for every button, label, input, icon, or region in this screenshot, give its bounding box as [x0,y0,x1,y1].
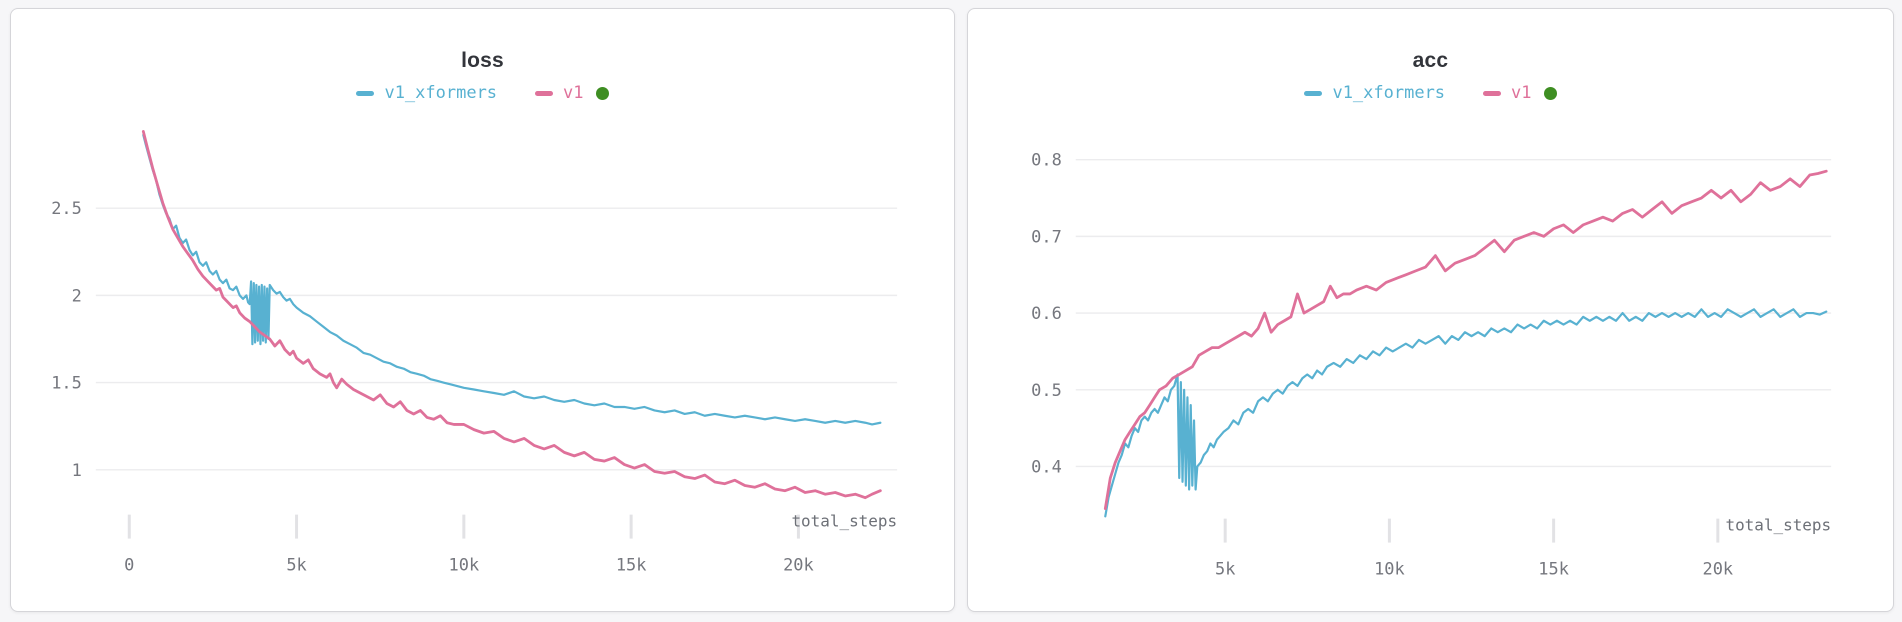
series-path-v1_xformers[interactable] [1104,308,1828,518]
y-tick-label: 1 [72,460,82,480]
chart-title-loss: loss [461,49,504,72]
series-color-dash-v1 [535,90,554,96]
y-tick-label: 0.8 [1031,150,1062,170]
series-color-dash-v1_xformers [1304,90,1323,96]
y-tick-label: 0.5 [1031,380,1062,400]
run-active-dot [1543,86,1557,100]
acc-chart-canvas[interactable]: 0.4 0.5 0.6 0.7 0.8 5k 10k 15k 20k total_steps [968,109,1893,589]
x-tick-label: 20k [1703,559,1734,579]
y-tick-label: 0.4 [1031,456,1062,476]
x-tick-label: 20k [783,555,814,575]
series-path-v1[interactable] [141,130,882,500]
legend-item-v1[interactable]: v1 [535,83,609,103]
chart-title-acc: acc [1412,49,1449,72]
legend-item-v1_xformers[interactable]: v1_xformers [356,83,497,103]
series-color-dash-v1 [1483,90,1502,96]
y-tick-label: 0.7 [1031,226,1062,246]
series-path-v1_xformers[interactable] [142,133,882,426]
x-tick-label: 5k [1215,559,1235,579]
chart-legend: v1_xformers v1 [11,83,954,103]
chart-legend: v1_xformers v1 [968,83,1893,103]
x-tick-label: 15k [1538,559,1569,579]
x-tick-label: 15k [616,555,647,575]
x-axis-label: total_steps [1725,516,1831,535]
legend-label-v1_xformers: v1_xformers [1332,83,1446,103]
legend-label-v1: v1 [563,83,584,103]
legend-item-v1[interactable]: v1 [1483,83,1557,103]
y-tick-label: 0.6 [1031,303,1062,323]
series-group[interactable] [1103,169,1828,518]
x-axis-label: total_steps [791,512,897,531]
y-tick-label: 1.5 [51,373,82,393]
x-tick-label: 10k [449,555,480,575]
legend-item-v1_xformers[interactable]: v1_xformers [1304,83,1445,103]
x-tick-label: 0 [124,555,134,575]
panel-loss: loss v1_xformers v1 1 1.5 2 2.5 0 5k 10k 15k 20k… [10,8,955,612]
series-path-v1[interactable] [1103,169,1828,511]
panel-acc: acc v1_xformers v1 0.4 0.5 0.6 0.7 0.8 5k 10k 1… [967,8,1894,612]
series-group[interactable] [141,130,882,500]
series-color-dash-v1_xformers [356,90,375,96]
x-tick-label: 10k [1374,559,1405,579]
x-tick-label: 5k [286,555,306,575]
loss-chart-canvas[interactable]: 1 1.5 2 2.5 0 5k 10k 15k 20k total_steps [11,109,954,589]
legend-label-v1_xformers: v1_xformers [384,83,498,103]
y-tick-label: 2.5 [51,198,82,218]
legend-label-v1: v1 [1511,83,1532,103]
run-active-dot [595,86,609,100]
y-tick-label: 2 [72,285,82,305]
